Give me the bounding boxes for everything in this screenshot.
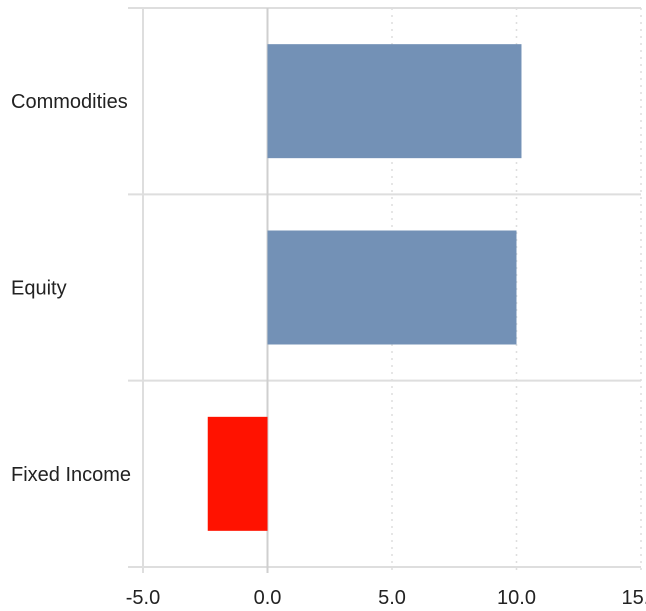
x-tick-label: 0.0 <box>254 587 282 609</box>
x-tick-label: -5.0 <box>126 587 160 609</box>
x-tick-label: 15.0 <box>622 587 646 609</box>
category-label: Fixed Income <box>11 464 131 486</box>
category-label: Equity <box>11 278 67 300</box>
category-label: Commodities <box>11 91 128 113</box>
bar-commodities <box>267 44 522 159</box>
bar-fixed-income <box>207 416 268 531</box>
x-tick-label: 5.0 <box>378 587 406 609</box>
x-tick-label: 10.0 <box>497 587 536 609</box>
bar-equity <box>267 230 517 345</box>
